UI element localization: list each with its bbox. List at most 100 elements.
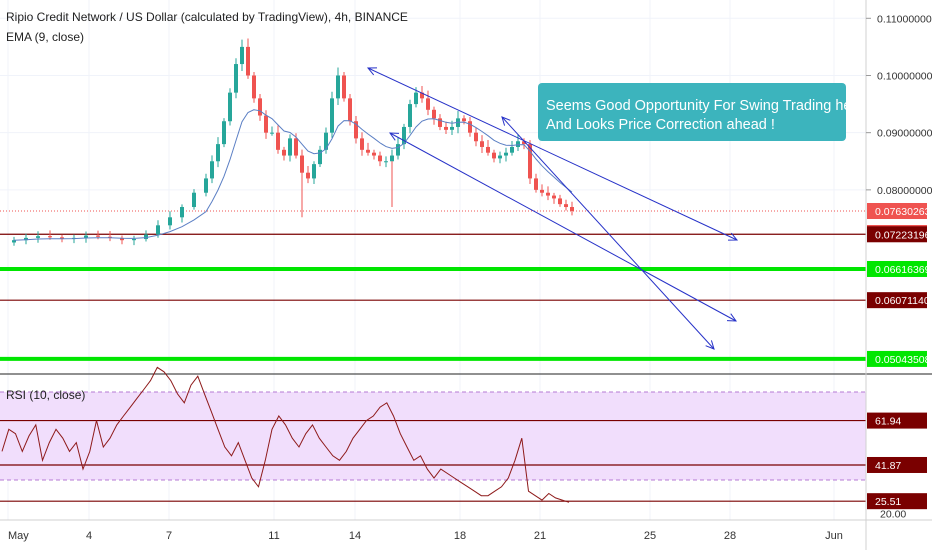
time-tick-label: 7 <box>166 530 172 542</box>
time-tick-label: May <box>8 530 29 542</box>
time-tick-label: 21 <box>534 530 546 542</box>
candle-body <box>366 149 370 153</box>
price-tick-label: 0.10000000 <box>877 70 932 82</box>
candle-body <box>468 121 472 133</box>
candle-body <box>264 115 268 133</box>
ema-line <box>13 109 573 241</box>
price-tick-label: 0.08000000 <box>877 185 932 197</box>
arrowhead <box>388 132 400 141</box>
candle-body <box>486 146 490 153</box>
rsi-tick-label: 20.00 <box>880 508 906 520</box>
rsi-level-tag-text: 41.87 <box>875 460 901 472</box>
ema-legend: EMA (9, close) <box>6 30 84 44</box>
candles <box>12 38 574 246</box>
rsi-legend: RSI (10, close) <box>6 388 85 402</box>
candle-body <box>336 75 340 99</box>
level-tag-text: 0.06616369 <box>875 264 931 276</box>
channel-lower-line[interactable] <box>389 132 737 322</box>
candle-body <box>144 234 148 240</box>
candle-body <box>402 126 406 145</box>
candle-body <box>372 152 376 156</box>
candle-body <box>222 121 226 145</box>
time-axis[interactable]: May 4 7 11 14 18 21 25 28 Jun <box>8 530 843 542</box>
candle-body <box>444 126 448 130</box>
candle-body <box>432 109 436 119</box>
candle-body <box>570 207 574 212</box>
level-tag <box>867 226 927 243</box>
candle-body <box>534 178 538 190</box>
projection-line[interactable] <box>501 116 715 350</box>
candle-body <box>306 172 310 179</box>
arrowhead <box>705 340 715 350</box>
rsi-level-tag-text: 61.94 <box>875 416 901 428</box>
candle-body <box>492 152 496 159</box>
candle-body <box>528 144 532 179</box>
candle-body <box>294 138 298 156</box>
candle-body <box>318 149 322 165</box>
candle-body <box>390 155 394 162</box>
candle-body <box>324 132 328 150</box>
candle-body <box>546 192 550 196</box>
candle-body <box>354 121 358 139</box>
chart-title: Ripio Credit Network / US Dollar (calcul… <box>6 10 408 24</box>
candle-body <box>132 239 136 241</box>
current-price-tag <box>867 203 927 220</box>
candle-body <box>426 98 430 110</box>
annotation-box[interactable] <box>538 83 846 141</box>
rsi-level-tag <box>867 456 927 473</box>
annotation-line-2: And Looks Price Correction ahead ! <box>546 117 775 133</box>
candle-body <box>474 132 478 142</box>
current-price-tag-text: 0.07630263 <box>875 206 931 218</box>
price-tick-label: 0.09000000 <box>877 128 932 140</box>
level-tag-text: 0.07223196 <box>875 229 931 241</box>
price-scale[interactable]: 0.11000000 0.10000000 0.09000000 0.08000000… <box>866 13 932 520</box>
candle-body <box>120 237 124 241</box>
price-levels <box>0 233 866 361</box>
price-tags: 0.0763026302:22:550.072231960.066163690.… <box>867 203 931 510</box>
candle-body <box>24 237 28 241</box>
candle-body <box>36 236 40 238</box>
channel-upper-line[interactable] <box>367 67 738 241</box>
candle-body <box>258 98 262 116</box>
arrowheads <box>366 67 739 350</box>
candle-body <box>210 161 214 179</box>
candle-body <box>408 104 412 127</box>
candle-body <box>438 118 442 127</box>
candle-body <box>414 92 418 105</box>
rsi-level-tag <box>867 412 927 429</box>
candle-body <box>192 192 196 208</box>
candle-body <box>516 141 520 147</box>
rsi-level-tag <box>867 493 927 510</box>
candle-body <box>384 161 388 163</box>
candle-body <box>504 152 508 156</box>
candle-body <box>360 138 364 150</box>
candle-body <box>234 64 238 93</box>
rsi-level-tag-text: 25.51 <box>875 496 901 508</box>
candle-body <box>180 207 184 218</box>
time-tick-label: 11 <box>268 530 279 542</box>
candle-body <box>450 126 454 130</box>
candle-body <box>330 98 334 133</box>
candle-body <box>60 237 64 240</box>
candle-body <box>378 155 382 162</box>
level-tag-text: 0.05043508 <box>875 354 931 366</box>
candle-body <box>156 225 160 235</box>
time-tick-label: 4 <box>86 530 92 542</box>
candle-body <box>564 204 568 208</box>
candle-body <box>420 92 424 99</box>
candle-body <box>276 132 280 150</box>
candle-body <box>96 235 100 237</box>
candle-body <box>342 75 346 99</box>
candle-body <box>216 144 220 162</box>
level-tag <box>867 292 927 309</box>
candle-body <box>246 46 250 76</box>
candle-body <box>48 236 52 238</box>
arrowhead <box>501 116 511 126</box>
arrowhead <box>726 313 738 322</box>
candle-body <box>240 46 244 65</box>
candle-body <box>348 98 352 122</box>
candle-body <box>312 164 316 179</box>
rsi-line <box>1 366 570 503</box>
level-tag-text: 0.06071140 <box>875 295 930 307</box>
candle-body <box>540 189 544 193</box>
